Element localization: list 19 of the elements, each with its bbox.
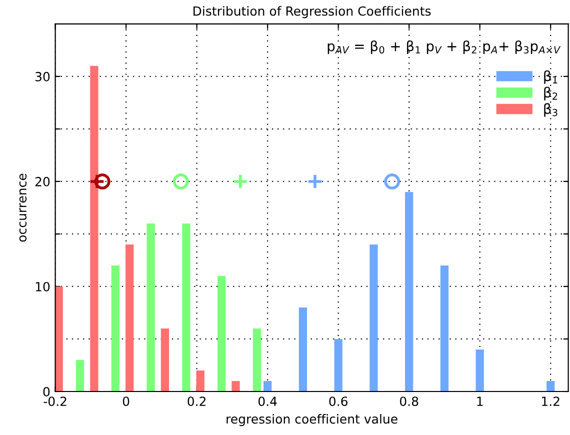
text: p$_{AV}$ = β$_{0}$ + β$_{1}$ p$_{V}$ + β$_{2}$ p$_{A}$+ β$_{3}$p$_{A×V}$	[328, 40, 561, 54]
x-tick-label: 0	[122, 396, 130, 406]
y-tick-label: 30	[35, 72, 50, 82]
legend-label: β$_{1}$	[544, 70, 558, 84]
x-tick-label: 0.6	[329, 396, 348, 406]
y-axis-title: occurrence	[19, 174, 27, 242]
x-tick-label: 0.8	[400, 396, 418, 406]
x-tick-label: 0.4	[258, 396, 277, 406]
x-axis-title: regression coefficient value	[226, 414, 398, 426]
chart-title: Distribution of Regression Coefficients	[194, 6, 431, 18]
y-tick-label: 10	[36, 282, 50, 292]
x-tick-label: -0.2	[44, 396, 66, 406]
y-tick-label: 0	[43, 386, 50, 396]
legend-label: β$_{2}$	[544, 86, 558, 100]
legend-label: β$_{3}$	[544, 103, 558, 117]
y-tick-label: 20	[35, 176, 50, 186]
x-tick-label: 0.2	[188, 396, 206, 406]
x-tick-label: 1.2	[542, 396, 560, 406]
x-tick-label: 1	[477, 396, 483, 406]
